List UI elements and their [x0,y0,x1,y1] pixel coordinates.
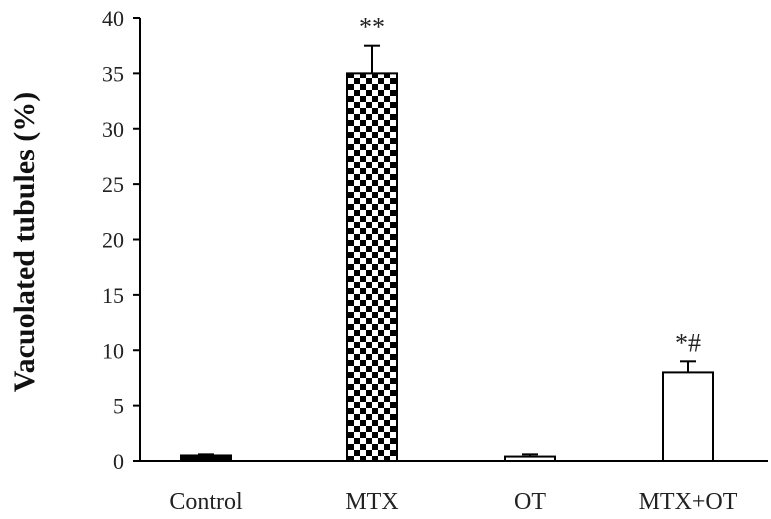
x-category-label: MTX [345,489,398,515]
x-category-label: OT [514,489,546,515]
y-tick-label: 30 [102,117,124,142]
y-tick-label: 15 [102,283,124,308]
y-tick-label: 35 [102,61,124,86]
bar-mtx [346,72,398,462]
y-axis-title: Vacuolated tubules (%) [8,92,41,393]
bar-mtx-ot [662,371,714,462]
y-tick-label: 0 [113,449,124,474]
y-tick-label: 10 [102,338,124,363]
y-tick-label: 5 [113,394,124,419]
y-tick-label: 25 [102,172,124,197]
x-category-label: Control [169,489,243,515]
y-tick-label: 40 [102,6,124,31]
bar-ot [504,455,556,463]
plot-area: 0 5 10 15 20 25 30 35 40 Control ** MTX OT *# MTX+OT [102,6,768,515]
significance-label: ** [359,13,385,42]
y-tick-label: 20 [102,228,124,253]
bar-control [180,454,232,462]
x-category-label: MTX+OT [639,489,738,515]
significance-label: *# [675,328,701,357]
